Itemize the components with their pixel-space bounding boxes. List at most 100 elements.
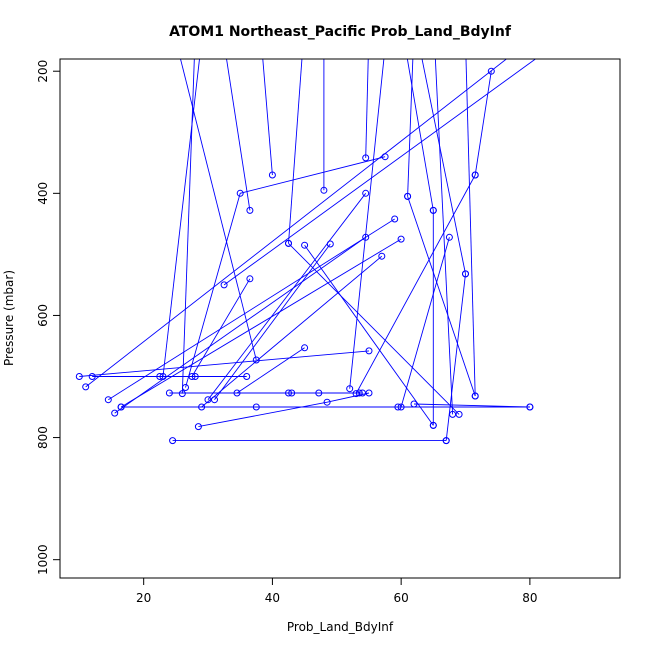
data-point-23-0 <box>188 373 196 380</box>
data-point-1-1 <box>268 171 276 179</box>
data-point-35-0 <box>429 206 437 214</box>
series-line-38 <box>304 244 434 426</box>
series-line-2 <box>288 59 303 244</box>
data-point-33-1 <box>323 398 331 406</box>
data-point-15-1 <box>159 373 167 380</box>
series-line-6 <box>434 59 454 415</box>
data-point-37-1 <box>442 437 450 445</box>
data-point-18-1 <box>236 189 244 197</box>
y-tick-label: 800 <box>36 426 50 449</box>
x-tick-label: 20 <box>136 591 151 605</box>
x-tick-label: 80 <box>522 591 537 605</box>
series-line-39 <box>407 196 476 397</box>
data-point-25-0 <box>211 396 218 404</box>
data-point-18-2 <box>182 384 189 391</box>
series-line-40 <box>288 243 460 415</box>
data-point-27-1 <box>301 344 309 352</box>
data-point-41-0 <box>156 373 164 380</box>
x-axis: 20 40 60 80 <box>136 578 538 605</box>
data-point-33-2 <box>365 389 373 397</box>
series-line-4 <box>406 59 434 211</box>
series-line-22 <box>114 236 366 414</box>
data-point-38-1 <box>429 421 437 429</box>
series-line-9 <box>85 59 508 388</box>
series-line-24 <box>207 193 367 400</box>
y-axis-label: Pressure (mbar) <box>2 270 16 366</box>
data-point-41-1 <box>191 373 199 380</box>
plot-frame <box>59 58 621 579</box>
data-point-27-0 <box>233 389 241 397</box>
y-axis: 200 400 600 800 1000 <box>36 60 60 575</box>
series-line-14 <box>180 59 257 361</box>
x-axis-label: Prob_Land_BdyInf <box>287 620 394 634</box>
y-tick-label: 600 <box>36 304 50 327</box>
series-line-0 <box>226 59 251 211</box>
data-point-20-0 <box>104 396 112 404</box>
data-point-14-1 <box>252 356 260 364</box>
data-point-28-2 <box>355 389 363 397</box>
data-point-18-0 <box>381 153 389 161</box>
data-point-23-1 <box>246 275 254 283</box>
y-tick-label: 1000 <box>36 544 50 575</box>
plot-lines <box>79 59 537 442</box>
data-point-21-1 <box>397 235 405 243</box>
data-point-32-0 <box>288 389 296 397</box>
series-line-19 <box>79 350 370 377</box>
series-line-34 <box>400 237 450 408</box>
data-point-9-1 <box>82 383 90 391</box>
data-point-16-0 <box>487 67 495 75</box>
series-line-17 <box>355 174 476 394</box>
data-point-25-1 <box>326 240 334 248</box>
series-line-26 <box>201 255 383 408</box>
data-point-22-1 <box>362 233 370 241</box>
data-point-28-1 <box>285 389 292 397</box>
data-point-32-1 <box>315 389 323 397</box>
y-tick-label: 200 <box>36 60 50 83</box>
x-tick-label: 60 <box>394 591 409 605</box>
series-line-18 <box>185 156 386 388</box>
data-point-13-1 <box>178 390 186 398</box>
series-line-27 <box>236 347 305 394</box>
data-point-8-1 <box>220 281 228 289</box>
series-line-10 <box>407 59 414 197</box>
series-line-1 <box>262 59 273 176</box>
x-tick-label: 40 <box>265 591 280 605</box>
data-point-34-0 <box>445 233 453 241</box>
data-point-12-1 <box>320 186 328 194</box>
data-point-26-1 <box>378 252 386 260</box>
y-tick-label: 400 <box>36 182 50 205</box>
data-point-36-0 <box>462 270 469 278</box>
data-point-17-0 <box>471 171 479 179</box>
data-point-11-1 <box>362 154 370 162</box>
data-point-33-0 <box>194 423 202 431</box>
data-point-34-1 <box>397 403 405 411</box>
series-line-23 <box>191 278 251 377</box>
series-line-13 <box>181 59 195 394</box>
series-line-7 <box>465 59 476 397</box>
series-line-3 <box>349 59 385 389</box>
data-point-3-1 <box>346 385 354 393</box>
series-line-16 <box>474 71 492 176</box>
data-point-38-0 <box>301 241 309 249</box>
data-point-40-1 <box>455 410 463 418</box>
data-point-39-0 <box>404 192 412 200</box>
series-line-21 <box>120 238 402 408</box>
data-point-22-0 <box>111 409 119 417</box>
data-point-28-0 <box>165 389 173 397</box>
data-point-39-1 <box>471 392 479 400</box>
data-point-40-0 <box>285 239 292 247</box>
data-point-20-1 <box>391 215 399 223</box>
data-point-37-0 <box>169 437 177 445</box>
chart-title: ATOM1 Northeast_Pacific Prob_Land_BdyInf <box>169 24 512 40</box>
data-point-19-1 <box>365 347 373 355</box>
plot-points <box>75 67 534 445</box>
data-point-31-1 <box>526 403 534 411</box>
series-line-33 <box>198 392 370 428</box>
data-point-24-1 <box>362 189 370 197</box>
series-line-25 <box>214 243 331 400</box>
data-point-30-0 <box>117 403 125 411</box>
data-point-29-0 <box>252 403 260 411</box>
data-point-31-0 <box>410 400 418 408</box>
series-line-36 <box>445 273 466 441</box>
